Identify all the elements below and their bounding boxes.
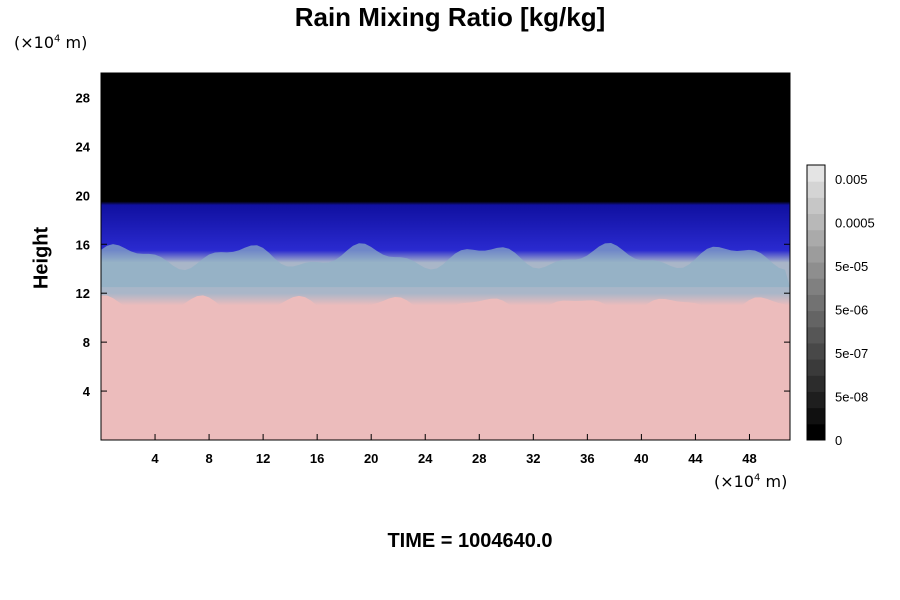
colorbar-level (807, 326, 825, 344)
colorbar-frame (806, 164, 826, 441)
mixed-layer-wave (101, 243, 790, 288)
y-unit-suffix: m) (60, 33, 88, 52)
y-tick-label: 8 (83, 335, 90, 350)
colorbar-label: 0.0005 (835, 216, 875, 231)
colorbar-level (807, 181, 825, 198)
y-unit-exponent: 4 (54, 33, 61, 45)
x-tick-label: 24 (418, 451, 433, 466)
x-tick-label: 40 (634, 451, 648, 466)
colorbar-label: 0 (835, 433, 842, 448)
y-tick-label: 12 (76, 286, 90, 301)
colorbar-level (807, 342, 825, 360)
y-tick-label: 4 (83, 384, 91, 399)
y-tick-label: 24 (76, 139, 91, 154)
x-tick-label: 44 (688, 451, 703, 466)
x-tick-label: 8 (205, 451, 212, 466)
colorbar-level (807, 310, 825, 328)
colorbar-label: 5e-07 (835, 346, 868, 361)
colorbar-level (807, 359, 825, 376)
colorbar-level (807, 197, 825, 215)
x-unit-prefix: (×10 (714, 472, 755, 491)
time-label: TIME = 1004640.0 (387, 530, 553, 552)
y-tick-label: 20 (76, 188, 90, 203)
colorbar-level (807, 375, 825, 392)
x-tick-label: 36 (580, 451, 594, 466)
x-tick-label: 12 (256, 451, 270, 466)
colorbar-level (807, 391, 825, 409)
x-tick-label: 4 (151, 451, 159, 466)
colorbar-level (807, 278, 825, 295)
colorbar-level (807, 262, 825, 279)
surface-layer-wave (101, 295, 790, 337)
colorbar-level (807, 407, 825, 425)
colorbar-level (807, 245, 825, 263)
colorbar-level (807, 213, 825, 231)
y-tick-label: 16 (76, 237, 90, 252)
y-unit-prefix: (×10 (14, 33, 55, 52)
chart-title: Rain Mixing Ratio [kg/kg] (294, 2, 606, 32)
field-background (101, 73, 790, 440)
x-tick-label: 32 (526, 451, 540, 466)
colorbar-level (807, 229, 825, 247)
colorbar-level (807, 165, 825, 182)
x-tick-label: 20 (364, 451, 378, 466)
y-axis-unit: (×104 m) (14, 33, 87, 52)
x-tick-label: 48 (742, 451, 756, 466)
colorbar-level (807, 294, 825, 312)
colorbar-label: 0.005 (835, 172, 868, 187)
plot-frame (100, 72, 791, 441)
x-axis-unit: (×104 m) (714, 472, 787, 491)
y-tick-label: 28 (76, 90, 90, 105)
x-tick-label: 16 (310, 451, 324, 466)
x-unit-exponent: 4 (754, 472, 761, 484)
colorbar-label: 5e-08 (835, 390, 868, 405)
colorbar-label: 5e-05 (835, 259, 868, 274)
colorbar-label: 5e-06 (835, 303, 868, 318)
x-tick-label: 28 (472, 451, 486, 466)
x-unit-suffix: m) (760, 472, 788, 491)
colorbar-level (807, 423, 825, 441)
